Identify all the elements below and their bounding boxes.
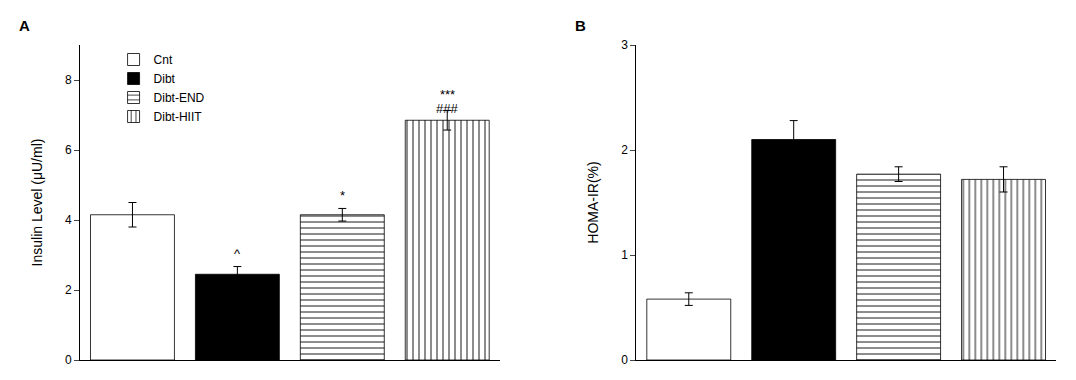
- svg-text:Insulin Level (μU/ml): Insulin Level (μU/ml): [29, 139, 45, 267]
- svg-text:1: 1: [621, 248, 628, 262]
- svg-text:^: ^: [234, 246, 241, 261]
- svg-text:Dibt: Dibt: [154, 72, 176, 86]
- svg-text:Dibt-HIIT: Dibt-HIIT: [154, 110, 203, 124]
- svg-text:***: ***: [440, 87, 455, 102]
- svg-text:2: 2: [65, 283, 72, 297]
- svg-text:6: 6: [65, 143, 72, 157]
- svg-text:*: *: [340, 188, 345, 203]
- svg-text:Cnt: Cnt: [154, 53, 173, 67]
- svg-text:A: A: [19, 17, 30, 34]
- svg-text:0: 0: [621, 353, 628, 367]
- svg-text:0: 0: [65, 353, 72, 367]
- svg-text:Dibt-END: Dibt-END: [154, 91, 205, 105]
- svg-text:4: 4: [65, 213, 72, 227]
- svg-text:2: 2: [621, 143, 628, 157]
- svg-text:3: 3: [621, 38, 628, 52]
- svg-text:B: B: [575, 17, 586, 34]
- svg-text:HOMA-IR(%): HOMA-IR(%): [585, 161, 601, 243]
- svg-text:8: 8: [65, 73, 72, 87]
- svg-text:###: ###: [436, 101, 458, 116]
